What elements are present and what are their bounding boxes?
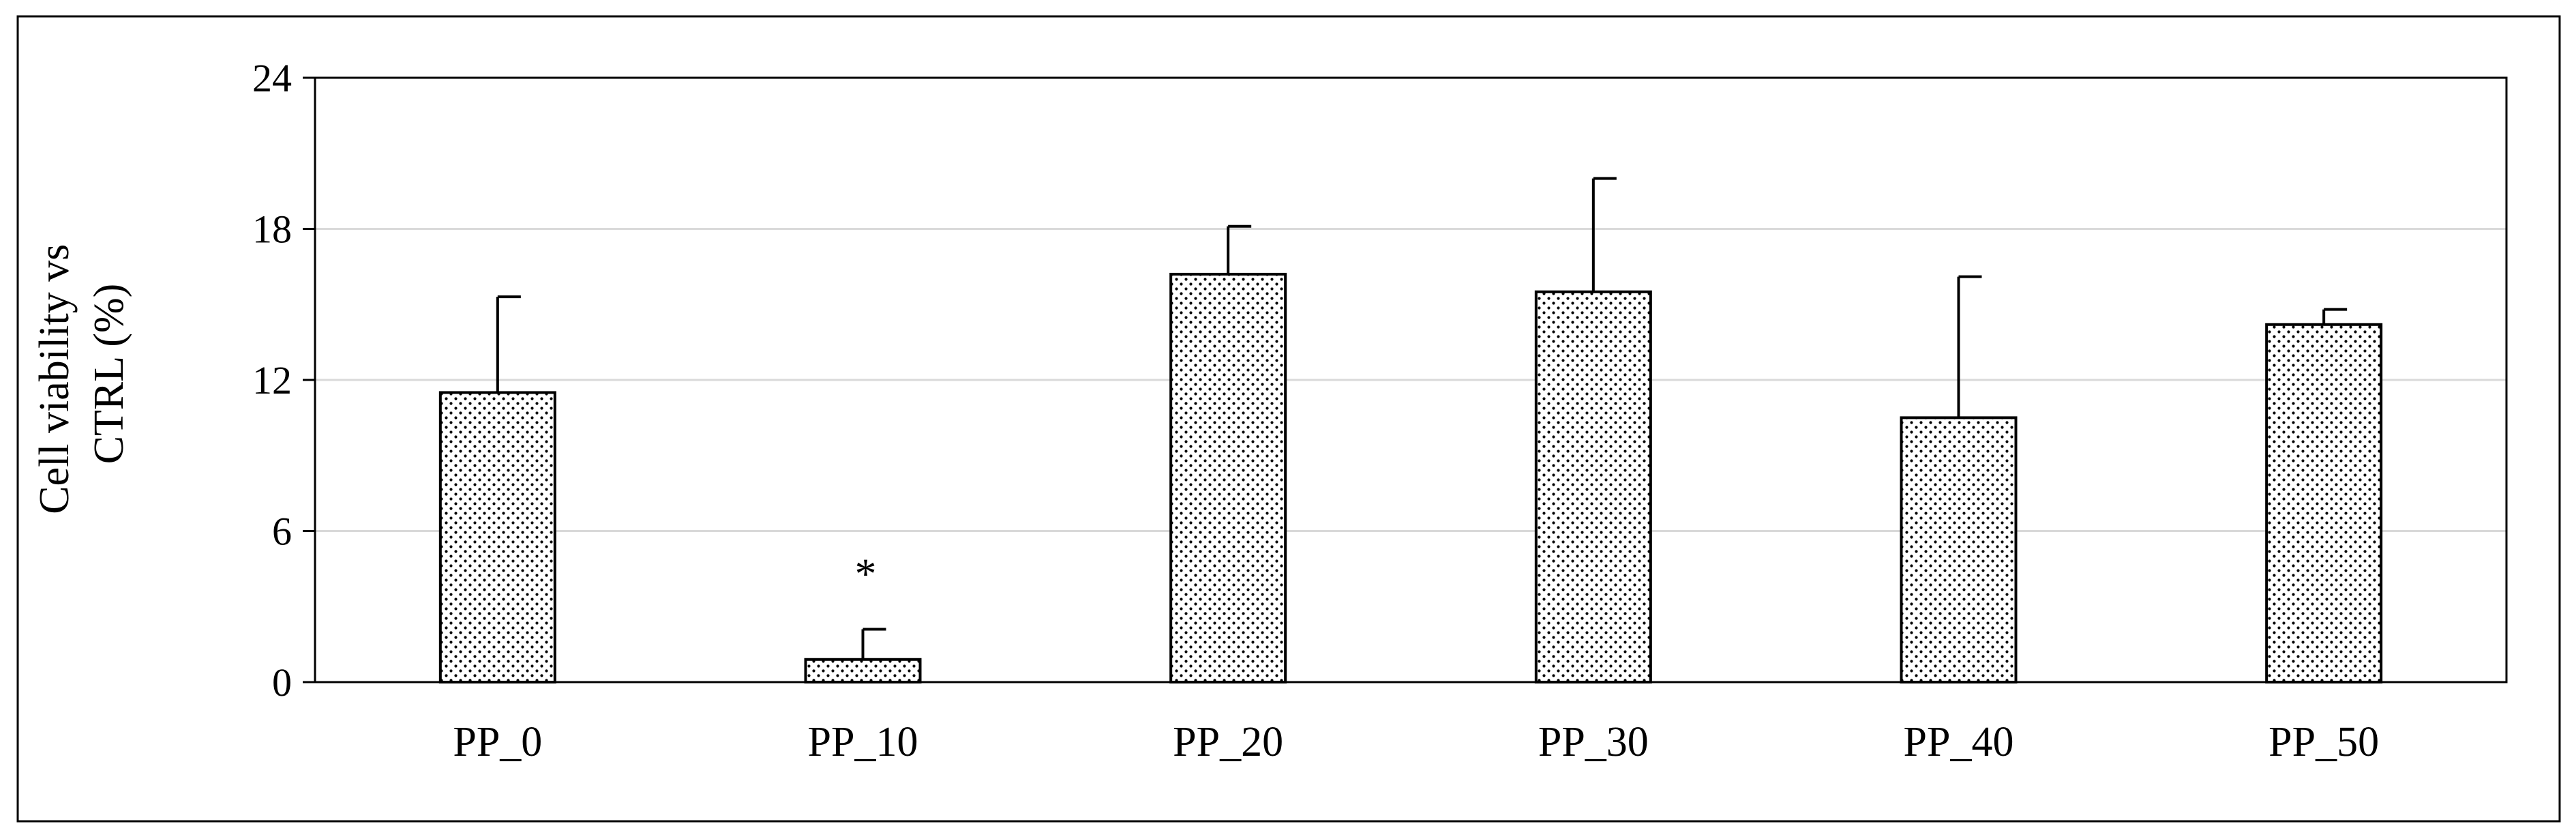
y-axis-label-line-1: Cell viability vs xyxy=(31,244,78,514)
x-tick-label: PP_20 xyxy=(1173,719,1283,765)
bar-pp-10 xyxy=(804,658,922,684)
x-tick-label: PP_50 xyxy=(2268,719,2379,765)
plot-border xyxy=(314,76,2508,683)
gridlines xyxy=(315,228,2506,532)
bars xyxy=(438,177,2383,684)
bar-pp-30 xyxy=(1534,290,1652,683)
bar-pp-50 xyxy=(2265,323,2383,683)
y-tick-label: 6 xyxy=(272,510,292,554)
bar-pp-20 xyxy=(1169,272,1287,683)
axes xyxy=(303,76,2508,683)
x-tick-label: PP_0 xyxy=(453,719,542,765)
labels: 0 6 12 18 24 PP_0 PP_10 PP_20 PP_30 PP_40 PP_50 * xyxy=(252,56,2379,765)
y-tick-label: 18 xyxy=(252,207,292,252)
x-tick-label: PP_30 xyxy=(1538,719,1649,765)
y-axis-label-line-2: CTRL (%) xyxy=(86,284,132,465)
y-tick-label: 24 xyxy=(252,56,292,100)
x-tick-label: PP_10 xyxy=(808,719,918,765)
x-tick-label: PP_40 xyxy=(1904,719,2014,765)
bar-pp-0 xyxy=(438,391,556,683)
y-tick-label: 12 xyxy=(252,358,292,402)
annotation-asterisk: * xyxy=(855,549,877,598)
bar-pp-40 xyxy=(1900,416,2018,683)
chart-frame xyxy=(16,15,2561,823)
y-axis-label: Cell viability vs CTRL (%) xyxy=(31,233,132,514)
y-tick-label: 0 xyxy=(272,660,292,705)
